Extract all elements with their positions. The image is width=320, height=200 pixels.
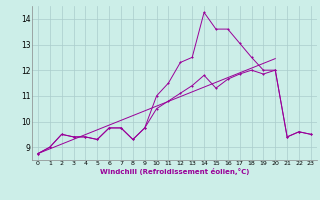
X-axis label: Windchill (Refroidissement éolien,°C): Windchill (Refroidissement éolien,°C) [100,168,249,175]
